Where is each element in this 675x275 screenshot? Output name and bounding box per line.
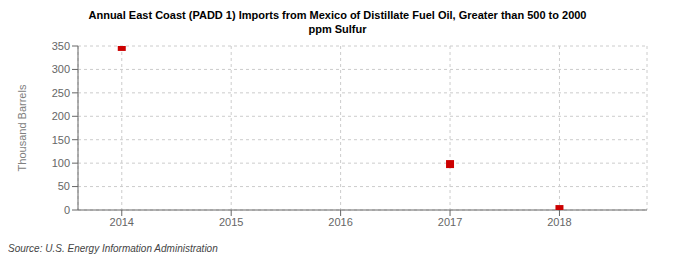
svg-text:2017: 2017 bbox=[438, 216, 462, 228]
html-text:Source: U.S. Energy Informatio: Source: U.S. Energy Information Administ… bbox=[8, 243, 218, 254]
svg-text:300: 300 bbox=[52, 63, 70, 75]
svg-text:50: 50 bbox=[58, 180, 70, 192]
svg-text:2014: 2014 bbox=[110, 216, 134, 228]
html-text:ppm Sulfur: ppm Sulfur bbox=[308, 23, 367, 35]
svg-text:200: 200 bbox=[52, 110, 70, 122]
svg-text:2015: 2015 bbox=[219, 216, 243, 228]
svg-text:150: 150 bbox=[52, 134, 70, 146]
svg-text:350: 350 bbox=[52, 40, 70, 52]
html-text:Annual East Coast (PADD 1) Imp: Annual East Coast (PADD 1) Imports from … bbox=[88, 9, 587, 21]
svg-text:2016: 2016 bbox=[328, 216, 352, 228]
svg-text:0: 0 bbox=[64, 204, 70, 216]
svg-text:Thousand Barrels: Thousand Barrels bbox=[16, 84, 28, 171]
svg-text:250: 250 bbox=[52, 87, 70, 99]
svg-text:2018: 2018 bbox=[547, 216, 571, 228]
svg-text:100: 100 bbox=[52, 157, 70, 169]
